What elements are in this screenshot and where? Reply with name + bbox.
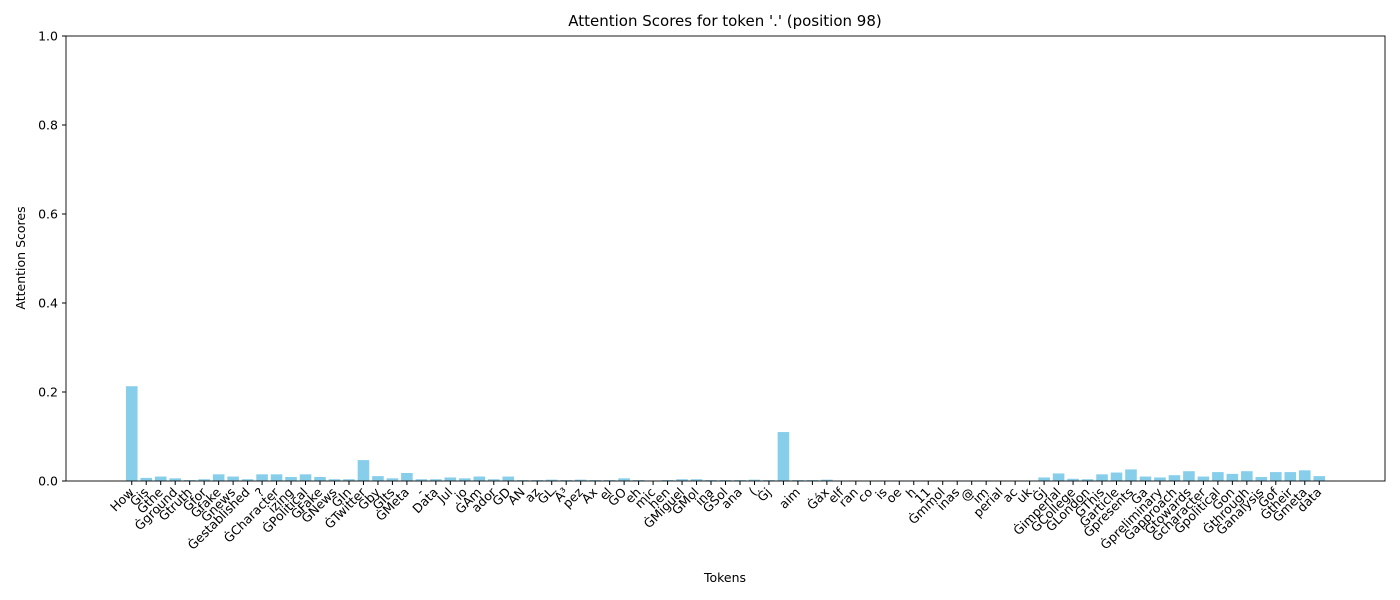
bar xyxy=(1197,476,1210,481)
bar xyxy=(1096,474,1108,481)
bar xyxy=(748,479,761,481)
bar xyxy=(1052,473,1065,481)
bar xyxy=(285,476,297,481)
bar xyxy=(618,478,630,481)
bar xyxy=(169,478,181,481)
bar xyxy=(241,479,254,481)
bar xyxy=(314,476,326,481)
bar xyxy=(125,386,138,481)
y-axis-label: Attention Scores xyxy=(13,206,28,309)
bar xyxy=(140,477,153,481)
bar xyxy=(1226,473,1239,481)
x-axis-label: Tokens xyxy=(703,570,746,585)
bar xyxy=(212,474,225,481)
bar xyxy=(154,476,167,481)
bar xyxy=(256,474,268,481)
bar xyxy=(690,479,703,481)
bar xyxy=(444,477,457,481)
x-tick-label: oe xyxy=(883,484,905,506)
y-tick-label: 0.0 xyxy=(38,474,58,489)
bar xyxy=(473,476,486,481)
bar xyxy=(386,478,399,481)
bar xyxy=(1212,472,1224,481)
bar xyxy=(1110,472,1123,481)
bar xyxy=(1125,469,1137,481)
y-tick-label: 1.0 xyxy=(38,29,58,44)
y-tick-label: 0.4 xyxy=(38,296,58,311)
bar xyxy=(1284,472,1297,481)
y-tick-label: 0.6 xyxy=(38,207,58,222)
bar xyxy=(270,474,283,481)
bar xyxy=(1154,477,1166,481)
bar xyxy=(299,474,312,481)
bar xyxy=(777,432,790,481)
bar xyxy=(1298,470,1311,481)
x-tick-label: co xyxy=(855,485,876,506)
bar xyxy=(1313,476,1326,481)
x-tick-label: Ġj xyxy=(753,484,774,505)
bar xyxy=(227,476,239,481)
bar xyxy=(676,479,688,481)
bar xyxy=(821,479,833,481)
x-tick-label: Ax xyxy=(578,485,600,507)
bar xyxy=(328,479,341,481)
bar xyxy=(574,479,587,481)
x-tick-label: Jul xyxy=(433,485,455,507)
bar xyxy=(502,476,515,481)
bar xyxy=(487,479,500,481)
bar xyxy=(430,479,442,481)
bar xyxy=(1183,471,1195,481)
bar xyxy=(545,479,558,481)
bar xyxy=(1168,475,1181,481)
bar xyxy=(1081,479,1094,481)
bar xyxy=(1038,477,1050,481)
bar xyxy=(198,479,210,481)
bar xyxy=(1270,472,1282,481)
bar xyxy=(357,460,370,481)
y-tick-label: 0.8 xyxy=(38,118,58,133)
bar xyxy=(1255,476,1268,481)
bar xyxy=(415,479,428,481)
plot-frame xyxy=(65,35,1386,482)
x-tick-label: aim xyxy=(776,485,803,512)
bar xyxy=(343,479,355,481)
bar xyxy=(372,476,384,481)
bar xyxy=(459,478,471,481)
bar xyxy=(1067,478,1079,481)
bar xyxy=(1241,471,1253,481)
bar xyxy=(401,472,413,481)
y-tick-label: 0.2 xyxy=(38,385,58,400)
bar xyxy=(1139,476,1152,481)
chart-title: Attention Scores for token '.' (position… xyxy=(568,12,881,30)
